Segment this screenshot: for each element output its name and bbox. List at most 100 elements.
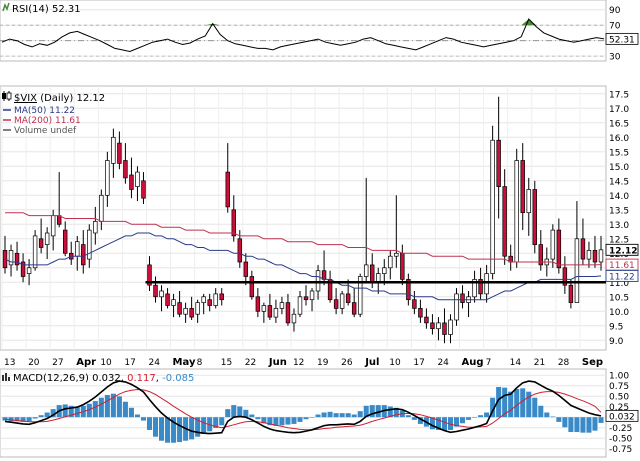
date-axis-label: 19 xyxy=(317,358,329,368)
candle-body xyxy=(502,186,507,257)
price-tick-label: 15.0 xyxy=(609,163,629,173)
macd-histogram-bar xyxy=(68,405,74,418)
date-axis-label: 13 xyxy=(4,358,15,368)
candle xyxy=(490,125,495,280)
candle-body xyxy=(412,299,417,309)
price-panel: 17.5 17.0 16.5 16.0 15.5 15.0 14.5 14.0 13.5 13.0… xyxy=(0,85,639,351)
candle-legend-icon xyxy=(2,91,12,101)
candle xyxy=(586,241,592,268)
candle-body xyxy=(309,290,315,301)
candle xyxy=(279,296,285,315)
candle xyxy=(388,250,393,280)
candle-body xyxy=(123,160,128,179)
candle-body xyxy=(303,296,309,301)
macd-histogram-bar xyxy=(249,414,255,418)
macd-histogram-bar xyxy=(146,417,153,430)
macd-histogram-bar xyxy=(502,387,508,418)
candle-body xyxy=(532,189,537,245)
date-axis-label: 15 xyxy=(221,358,232,368)
candle-body xyxy=(454,293,459,321)
candle-body xyxy=(376,273,381,283)
candle xyxy=(339,291,345,315)
macd-histogram-bar xyxy=(490,397,496,418)
candle-body xyxy=(382,267,387,274)
candle xyxy=(472,270,477,303)
candle-body xyxy=(394,252,399,257)
macd-title-main: MACD(12,26,9) 0.032, xyxy=(13,373,127,384)
macd-histogram-bar xyxy=(568,417,574,432)
macd-histogram-bar xyxy=(562,417,568,428)
candle xyxy=(580,218,586,265)
candle xyxy=(273,299,279,323)
candle-body xyxy=(171,299,176,306)
rsi-legend: RSI(14) 52.31 xyxy=(2,2,81,15)
candle xyxy=(195,299,200,323)
macd-histogram-bar xyxy=(159,417,165,441)
date-axis-label: 24 xyxy=(437,358,449,368)
ma50-line xyxy=(4,232,602,301)
candle xyxy=(285,293,291,326)
candle-body xyxy=(333,299,339,309)
macd-histogram-bar xyxy=(309,417,315,418)
macd-histogram-bar xyxy=(363,405,369,418)
candle xyxy=(213,288,218,309)
price-value-box xyxy=(605,243,639,256)
macd-histogram-bar xyxy=(50,409,56,418)
price-value-box xyxy=(605,269,639,282)
macd-histogram-bar xyxy=(580,417,586,433)
macd-histogram-bar xyxy=(357,411,363,418)
candle xyxy=(442,308,447,344)
date-axis-label: 20 xyxy=(28,358,40,368)
candle-body xyxy=(14,252,20,266)
macd-histogram-bar xyxy=(231,405,237,418)
candle xyxy=(255,288,261,318)
macd-histogram-bar xyxy=(32,417,38,419)
candle-body xyxy=(62,229,68,254)
candle xyxy=(574,201,580,303)
candle xyxy=(219,288,224,306)
candle-body xyxy=(141,180,146,199)
candle-body xyxy=(231,209,236,237)
candle xyxy=(418,299,423,323)
macd-tick-label: 0.50 xyxy=(609,393,629,403)
date-axis: 13 20 27 Apr 10 17 24 May 8 15 22 Jun 12 19 26 Jul 10 17 2… xyxy=(4,357,603,368)
candle-body xyxy=(267,305,273,318)
price-title-rest: (Daily) 12.12 xyxy=(37,93,105,104)
candle-body xyxy=(321,270,327,280)
candle xyxy=(38,218,44,254)
candle-body xyxy=(207,299,212,306)
date-axis-label: Aug xyxy=(462,357,484,368)
macd-histogram-bar xyxy=(514,388,520,418)
candle xyxy=(183,302,188,323)
candle-body xyxy=(26,267,32,274)
candle-body xyxy=(424,316,429,324)
candle-body xyxy=(177,302,182,315)
macd-histogram-bar xyxy=(574,417,580,432)
price-tick-label: 11.0 xyxy=(609,279,629,289)
macd-histogram-bar xyxy=(213,417,219,428)
macd-current-text: 0.032 xyxy=(609,412,635,422)
macd-title-signal: 0.117 xyxy=(127,373,156,384)
price-tick-label: 10.0 xyxy=(609,308,629,318)
macd-histogram-bar xyxy=(98,397,104,418)
candle xyxy=(568,279,574,309)
price-tick-label: 16.0 xyxy=(609,134,629,144)
candle xyxy=(81,230,86,274)
candle-body xyxy=(129,174,134,190)
candle-body xyxy=(514,160,519,263)
candle xyxy=(363,177,369,283)
date-axis-label: Apr xyxy=(76,357,96,368)
macd-histogram-bar xyxy=(26,417,32,422)
macd-histogram-bar xyxy=(140,417,146,421)
macd-histogram-bar xyxy=(92,401,98,418)
macd-legend: MACD(12,26,9) 0.032, 0.117, -0.085 xyxy=(2,373,194,384)
price-value-text: 11.61 xyxy=(609,261,635,271)
candle-body xyxy=(291,313,297,324)
macd-histogram-bar xyxy=(225,409,231,418)
candle-body xyxy=(93,221,98,234)
candle-body xyxy=(406,279,411,301)
macd-signal-line xyxy=(4,388,602,431)
